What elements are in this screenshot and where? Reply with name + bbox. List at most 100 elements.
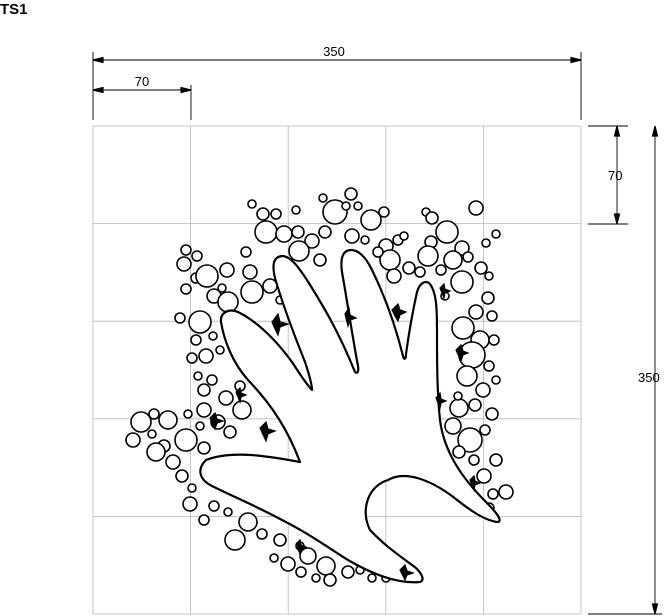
foam-bubble	[181, 245, 191, 255]
foam-bubble	[436, 265, 446, 275]
foam-bubble	[292, 206, 300, 214]
foam-bubble	[296, 567, 306, 577]
foam-bubble	[216, 346, 224, 354]
foam-bubble	[345, 188, 357, 200]
foam-bubble	[485, 272, 493, 280]
dimension-cell-width: 70	[93, 74, 191, 120]
foam-bubble	[209, 332, 217, 340]
foam-bubble	[176, 470, 188, 482]
foam-bubble	[148, 430, 156, 438]
foam-bubble	[469, 201, 483, 215]
foam-bubble	[426, 212, 438, 224]
foam-bubble	[224, 508, 232, 516]
foam-bubble	[239, 513, 257, 531]
foam-bubble	[469, 399, 481, 411]
foam-bubble	[451, 271, 473, 293]
foam-bubble	[189, 311, 211, 333]
foam-bubble	[243, 265, 257, 279]
dimension-label-cell-height: 70	[608, 168, 622, 183]
dimension-label-cell-width: 70	[135, 74, 149, 89]
foam-mark	[392, 304, 406, 321]
foam-bubble	[183, 497, 197, 511]
arrowhead-left	[93, 88, 103, 93]
foam-bubble	[220, 263, 234, 277]
foam-bubble	[418, 246, 438, 266]
foam-bubble	[454, 392, 462, 400]
dimension-total-width: 350	[93, 44, 581, 120]
drawing-title: TS1	[0, 1, 28, 18]
foam-bubble	[480, 425, 490, 435]
foam-bubble	[354, 202, 362, 210]
foam-bubble	[400, 232, 408, 240]
foam-mark	[260, 422, 275, 441]
foam-bubble	[271, 209, 281, 219]
foam-bubble	[184, 410, 192, 418]
foam-bubble	[175, 313, 185, 323]
foam-bubble	[488, 489, 498, 499]
foam-bubble	[270, 554, 278, 562]
foam-bubble	[255, 221, 277, 243]
foam-bubble	[361, 210, 381, 230]
foam-bubble	[218, 292, 238, 312]
foam-bubble	[345, 229, 359, 243]
foam-bubble	[257, 529, 267, 539]
foam-bubble	[368, 574, 376, 582]
foam-bubble	[241, 281, 263, 303]
foam-bubble	[196, 422, 204, 430]
foam-bubble	[319, 226, 331, 238]
foam-bubble	[219, 391, 233, 405]
foam-bubble	[387, 269, 401, 283]
foam-bubble	[187, 353, 197, 363]
foam-bubble	[486, 408, 498, 420]
foam-bubble	[196, 265, 218, 287]
foam-bubble	[484, 361, 494, 371]
foam-mark	[272, 314, 288, 335]
foam-bubble	[453, 446, 465, 458]
foam-bubble	[450, 399, 468, 417]
dimension-cell-height: 70	[588, 126, 628, 224]
foam-bubble	[257, 208, 269, 220]
foam-bubble	[188, 484, 196, 492]
dimension-total-height: 350	[588, 126, 662, 614]
arrowhead-bottom	[653, 604, 658, 614]
foam-bubble	[482, 292, 494, 304]
foam-bubble	[166, 455, 180, 469]
foam-bubble	[225, 530, 245, 550]
arrowhead-top	[653, 126, 658, 136]
arrowhead-left	[93, 58, 103, 63]
foam-bubble	[191, 335, 201, 345]
foam-bubble	[342, 202, 350, 210]
foam-bubble	[342, 566, 354, 578]
foam-bubble	[199, 349, 213, 363]
foam-bubble	[445, 418, 461, 434]
foam-bubble	[233, 401, 251, 419]
foam-bubble	[469, 455, 479, 465]
foam-bubble	[131, 412, 151, 432]
foam-bubble	[300, 548, 316, 564]
foam-bubble	[490, 454, 502, 466]
foam-bubble	[373, 247, 383, 257]
foam-bubble	[379, 207, 389, 217]
foam-bubble	[281, 557, 295, 571]
foam-bubble	[175, 429, 197, 451]
foam-bubble	[492, 230, 500, 238]
foam-bubble	[492, 376, 500, 384]
foam-bubble	[126, 433, 140, 447]
foam-bubble	[198, 442, 210, 454]
foam-bubble	[218, 284, 226, 292]
foam-bubble	[463, 252, 473, 262]
foam-bubble	[469, 305, 483, 319]
foam-bubble	[159, 411, 177, 429]
foam-bubble	[241, 247, 251, 257]
foam-bubble	[444, 251, 462, 269]
foam-bubble	[276, 226, 292, 242]
foam-bubble	[147, 443, 165, 461]
arrowhead-right	[571, 58, 581, 63]
foam-mark	[236, 388, 246, 402]
foam-bubble	[181, 284, 191, 294]
foam-bubble	[436, 221, 458, 243]
foam-bubble	[487, 311, 497, 321]
foam-bubble	[452, 317, 474, 339]
